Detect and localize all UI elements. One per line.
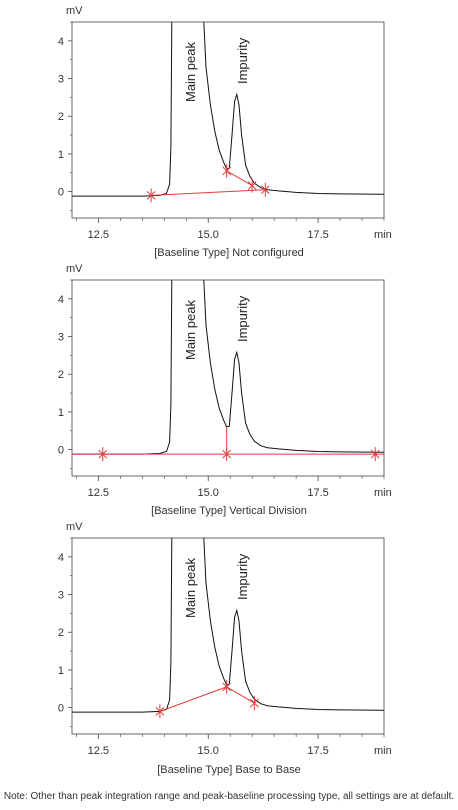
x-tick-label: 12.5: [88, 229, 109, 241]
y-tick-label: 4: [58, 36, 64, 48]
chromatogram-2: 0 1 2 3 4 12.5 15.0 17.5 mV min Main peak Impurity: [58, 263, 392, 499]
y-tick-label: 1: [58, 665, 64, 677]
y-tick-label: 4: [58, 294, 64, 306]
y-unit-label: mV: [66, 521, 83, 533]
chromatogram-1: 0 1 2 3 4 12.5 15.0 17.5 mV min Main peak Impurity: [58, 5, 392, 241]
x-tick-label: 12.5: [88, 745, 109, 757]
integration-marker: [146, 188, 156, 203]
chromatogram-3: 0 1 2 3 4 12.5 15.0 17.5 mV min Main peak Impurity: [58, 521, 392, 757]
x-tick-label: 15.0: [198, 487, 219, 499]
chromatogram-trace-tail: [203, 538, 384, 711]
y-tick-label: 1: [58, 149, 64, 161]
chromatogram-trace-tail: [203, 22, 384, 195]
y-tick-label: 0: [58, 187, 64, 199]
y-tick-label: 1: [58, 407, 64, 419]
chromatogram-trace-rise: [72, 538, 173, 713]
x-unit-label: min: [374, 229, 392, 241]
x-tick-label: 17.5: [307, 229, 328, 241]
peak-label: Impurity: [235, 553, 250, 600]
chart-caption-2: [Baseline Type] Vertical Division: [151, 505, 307, 517]
y-tick-label: 3: [58, 74, 64, 86]
integration-marker: [222, 679, 232, 694]
x-tick-label: 15.0: [198, 745, 219, 757]
integration-marker: [260, 182, 270, 197]
baseline-segment: [151, 189, 266, 196]
y-tick-label: 0: [58, 703, 64, 715]
x-tick-label: 17.5: [307, 745, 328, 757]
plot-frame: [71, 279, 385, 477]
y-tick-label: 4: [58, 552, 64, 564]
footnote: Note: Other than peak integration range …: [3, 791, 455, 802]
baseline-segment: [226, 170, 253, 187]
peak-label: Main peak: [183, 42, 198, 102]
baseline-segment: [159, 686, 227, 712]
x-tick-label: 17.5: [307, 487, 328, 499]
x-tick-label: 15.0: [198, 229, 219, 241]
chromatogram-trace-rise: [72, 280, 173, 455]
y-unit-label: mV: [66, 5, 83, 17]
chart-caption-1: [Baseline Type] Not configured: [154, 247, 304, 259]
chart-caption-3: [Baseline Type] Base to Base: [157, 764, 301, 776]
integration-marker: [370, 447, 380, 462]
chromatogram-trace-tail: [203, 280, 384, 453]
integration-marker: [155, 704, 165, 719]
x-unit-label: min: [374, 745, 392, 757]
y-tick-label: 2: [58, 627, 64, 639]
y-tick-label: 2: [58, 369, 64, 381]
x-tick-label: 12.5: [88, 487, 109, 499]
baseline-segment: [226, 686, 255, 704]
integration-marker: [250, 696, 259, 711]
x-unit-label: min: [374, 487, 392, 499]
integration-marker: [98, 447, 108, 462]
plot-frame: [71, 21, 385, 219]
integration-marker: [222, 447, 232, 462]
integration-marker: [222, 163, 232, 178]
peak-label: Main peak: [183, 558, 198, 618]
chromatogram-trace-rise: [72, 22, 173, 197]
y-unit-label: mV: [66, 263, 83, 275]
peak-label: Impurity: [235, 295, 250, 342]
y-tick-label: 2: [58, 111, 64, 123]
y-tick-label: 0: [58, 445, 64, 457]
y-tick-label: 3: [58, 332, 64, 344]
y-tick-label: 3: [58, 590, 64, 602]
peak-label: Main peak: [183, 300, 198, 360]
peak-label: Impurity: [235, 37, 250, 84]
integration-marker: [247, 178, 257, 193]
plot-frame: [71, 537, 385, 735]
